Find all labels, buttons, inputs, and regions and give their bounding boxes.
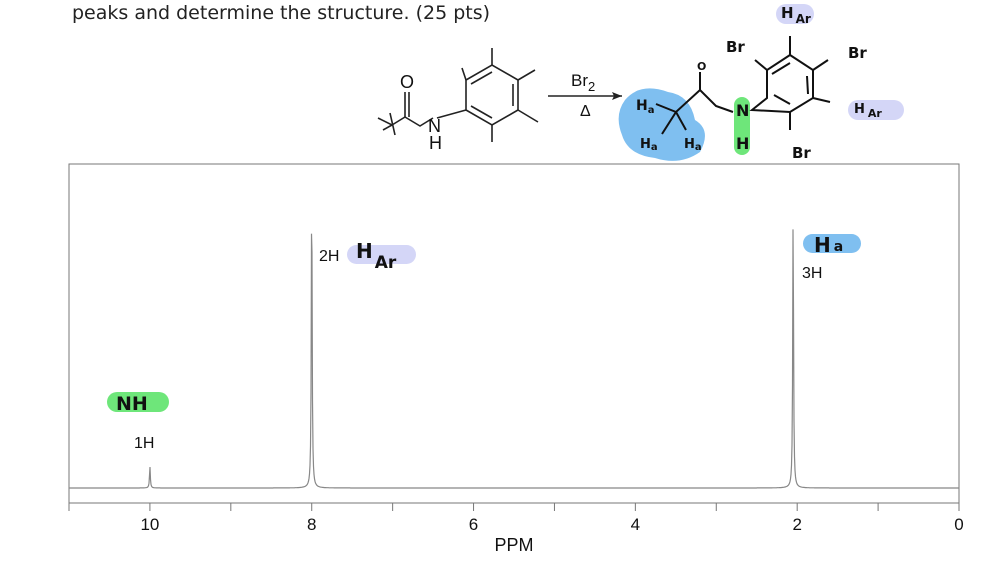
x-axis-label: PPM [494,535,533,555]
ha-integration: 3H [802,265,822,282]
har-label-top: H Ar [781,4,811,26]
condition-label: Δ [580,103,591,120]
question-text: peaks and determine the structure. (25 p… [72,2,491,24]
har-integration: 2H [319,248,339,265]
har-highlight-top [776,4,814,24]
br-label-1: Br [726,38,745,56]
product-nh-hydrogen: H [736,134,749,153]
har-annotation-highlight [347,245,416,264]
br-label-3: Br [792,144,811,162]
ha-label-3: Ha [684,137,702,153]
x-tick-label: 10 [140,515,159,534]
nh-annotation: NH [116,393,148,415]
reactant-structure [377,48,539,142]
reactant-oxygen: O [400,72,414,92]
ha-label-2: Ha [640,137,658,153]
reactant-nh-hydrogen: H [429,133,442,153]
reactant-nitrogen: N [428,116,441,136]
br-label-2: Br [848,44,867,62]
x-tick-label: 0 [954,515,963,534]
x-tick-label: 4 [631,515,640,534]
ha-label-1: Ha [636,98,654,116]
spectrum-trace [69,229,959,489]
product-structure [655,36,831,135]
nh-highlight [734,97,750,155]
x-tick-label: 8 [307,515,316,534]
ha-annotation-highlight [803,234,861,253]
plot-frame [68,163,960,504]
product-nitrogen: N [736,101,749,120]
x-tick-label: 6 [469,515,478,534]
har-label-right: H Ar [854,102,882,120]
product-oxygen: O [697,60,706,73]
x-tick-label: 2 [792,515,801,534]
reagent-label: Br2 [571,71,595,94]
har-highlight-right [848,100,904,120]
arrow-head [612,92,622,100]
nh-annotation-highlight [107,392,169,412]
nh-integration: 1H [134,435,154,452]
x-axis: 10 8 6 4 2 0 [68,503,964,534]
har-annotation: H Ar [356,239,397,273]
